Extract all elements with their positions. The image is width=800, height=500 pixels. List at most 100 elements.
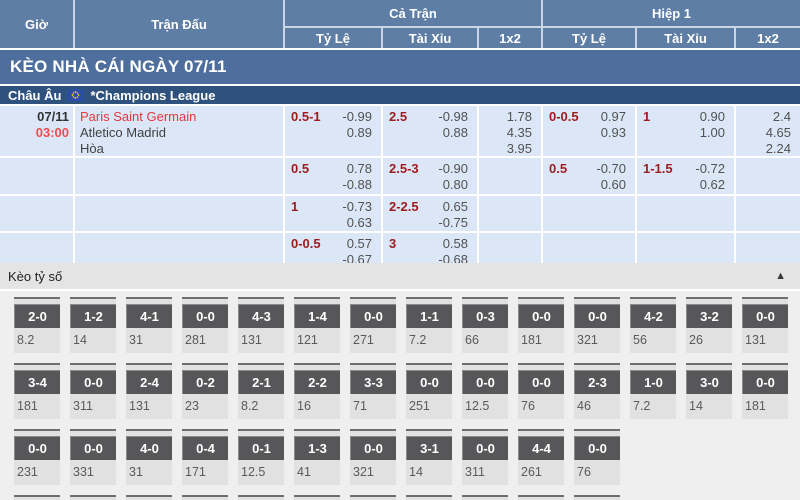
score-chip[interactable]: 2-4	[126, 370, 172, 394]
score-cell[interactable]: 0-0 76	[518, 363, 564, 419]
score-chip[interactable]: 3-0	[686, 370, 732, 394]
score-cell[interactable]: 4-3 131	[238, 297, 284, 353]
collapse-arrow-icon[interactable]: ▲	[775, 270, 786, 282]
score-cell[interactable]	[238, 495, 284, 500]
score-chip[interactable]: 0-0	[742, 304, 788, 328]
score-cell[interactable]: 0-0 181	[742, 363, 788, 419]
score-cell[interactable]: 3-0 14	[686, 363, 732, 419]
score-cell[interactable]: 2-2 16	[294, 363, 340, 419]
score-cell[interactable]: 3-4 181	[14, 363, 60, 419]
odds-cell-handicap[interactable]: 1-1.5 -0.72 0.62	[637, 158, 734, 194]
score-cell[interactable]: 0-0 331	[70, 429, 116, 485]
score-cell[interactable]: 0-1 12.5	[238, 429, 284, 485]
score-chip[interactable]: 0-0	[70, 436, 116, 460]
score-cell[interactable]: 3-3 71	[350, 363, 396, 419]
score-chip[interactable]: 0-1	[238, 436, 284, 460]
score-cell[interactable]: 0-0 131	[742, 297, 788, 353]
score-cell[interactable]: 0-0 281	[182, 297, 228, 353]
odds-cell-handicap[interactable]: 0.5-1 -0.99 0.89	[285, 106, 381, 156]
score-chip[interactable]: 1-2	[70, 304, 116, 328]
score-cell[interactable]: 1-1 7.2	[406, 297, 452, 353]
score-chip[interactable]: 0-0	[350, 304, 396, 328]
score-cell[interactable]	[462, 495, 508, 500]
score-cell[interactable]: 4-2 56	[630, 297, 676, 353]
odds-cell-handicap[interactable]: 2.5-3 -0.90 0.80	[383, 158, 477, 194]
score-cell[interactable]: 0-0 311	[70, 363, 116, 419]
score-cell[interactable]: 2-0 8.2	[14, 297, 60, 353]
score-cell[interactable]: 1-2 14	[70, 297, 116, 353]
odds-cell-handicap[interactable]: 0.5 0.78 -0.88	[285, 158, 381, 194]
score-cell[interactable]: 1-4 121	[294, 297, 340, 353]
score-chip[interactable]: 0-0	[406, 370, 452, 394]
score-chip[interactable]: 0-0	[518, 370, 564, 394]
score-chip[interactable]: 4-4	[518, 436, 564, 460]
score-cell[interactable]: 1-3 41	[294, 429, 340, 485]
score-cell[interactable]	[14, 495, 60, 500]
score-cell[interactable]	[406, 495, 452, 500]
score-cell[interactable]: 0-0 181	[518, 297, 564, 353]
score-cell[interactable]: 2-1 8.2	[238, 363, 284, 419]
score-chip[interactable]: 1-1	[406, 304, 452, 328]
score-cell[interactable]: 0-0 321	[574, 297, 620, 353]
score-chip[interactable]: 0-0	[742, 370, 788, 394]
score-chip[interactable]: 0-0	[462, 436, 508, 460]
score-chip[interactable]: 1-0	[630, 370, 676, 394]
score-cell[interactable]: 0-2 23	[182, 363, 228, 419]
score-cell[interactable]	[518, 495, 564, 500]
odds-cell-1x2[interactable]: 2.4 4.65 2.24	[736, 106, 800, 156]
score-chip[interactable]: 2-2	[294, 370, 340, 394]
odds-cell-handicap[interactable]: 2.5 -0.98 0.88	[383, 106, 477, 156]
score-chip[interactable]: 2-1	[238, 370, 284, 394]
score-cell[interactable]	[294, 495, 340, 500]
score-cell[interactable]: 2-3 46	[574, 363, 620, 419]
score-chip[interactable]: 1-3	[294, 436, 340, 460]
score-cell[interactable]: 0-0 251	[406, 363, 452, 419]
score-cell[interactable]	[70, 495, 116, 500]
odds-cell-handicap[interactable]: 3 0.58 -0.68	[383, 233, 477, 263]
home-team[interactable]: Paris Saint Germain	[80, 109, 197, 124]
score-chip[interactable]: 0-0	[350, 436, 396, 460]
score-chip[interactable]: 4-2	[630, 304, 676, 328]
score-cell[interactable]: 3-2 26	[686, 297, 732, 353]
score-chip[interactable]: 1-4	[294, 304, 340, 328]
score-section-header[interactable]: Kèo tỷ số ▲	[0, 263, 800, 291]
score-chip[interactable]: 3-3	[350, 370, 396, 394]
odds-cell-handicap[interactable]: 2-2.5 0.65 -0.75	[383, 196, 477, 231]
score-cell[interactable]: 0-4 171	[182, 429, 228, 485]
score-chip[interactable]: 0-0	[14, 436, 60, 460]
odds-cell-handicap[interactable]: 0.5 -0.70 0.60	[543, 158, 635, 194]
score-cell[interactable]: 0-0 12.5	[462, 363, 508, 419]
score-chip[interactable]: 0-0	[574, 436, 620, 460]
score-cell[interactable]	[574, 495, 620, 500]
score-chip[interactable]: 2-0	[14, 304, 60, 328]
score-cell[interactable]: 0-0 321	[350, 429, 396, 485]
score-cell[interactable]	[350, 495, 396, 500]
score-chip[interactable]: 0-4	[182, 436, 228, 460]
score-chip[interactable]: 3-4	[14, 370, 60, 394]
odds-cell-handicap[interactable]: 0-0.5 0.57 -0.67	[285, 233, 381, 263]
score-chip[interactable]: 0-0	[182, 304, 228, 328]
score-chip[interactable]: 0-0	[70, 370, 116, 394]
score-cell[interactable]: 0-0 231	[14, 429, 60, 485]
score-cell[interactable]: 4-1 31	[126, 297, 172, 353]
odds-cell-1x2[interactable]: 1.78 4.35 3.95	[479, 106, 541, 156]
score-cell[interactable]: 0-0 271	[350, 297, 396, 353]
odds-cell-handicap[interactable]: 1 -0.73 0.63	[285, 196, 381, 231]
score-cell[interactable]: 3-1 14	[406, 429, 452, 485]
league-row[interactable]: Châu Âu *Champions League	[0, 86, 800, 106]
score-chip[interactable]: 0-3	[462, 304, 508, 328]
score-chip[interactable]: 4-1	[126, 304, 172, 328]
score-cell[interactable]: 1-0 7.2	[630, 363, 676, 419]
score-cell[interactable]: 2-4 131	[126, 363, 172, 419]
odds-cell-handicap[interactable]: 0-0.5 0.97 0.93	[543, 106, 635, 156]
score-chip[interactable]: 3-2	[686, 304, 732, 328]
score-cell[interactable]	[182, 495, 228, 500]
score-chip[interactable]: 0-0	[462, 370, 508, 394]
away-team[interactable]: Atletico Madrid	[80, 125, 166, 140]
score-cell[interactable]: 4-4 261	[518, 429, 564, 485]
odds-cell-handicap[interactable]: 1 0.90 1.00	[637, 106, 734, 156]
score-cell[interactable]: 0-3 66	[462, 297, 508, 353]
score-chip[interactable]: 0-0	[574, 304, 620, 328]
score-chip[interactable]: 4-0	[126, 436, 172, 460]
score-cell[interactable]: 0-0 311	[462, 429, 508, 485]
